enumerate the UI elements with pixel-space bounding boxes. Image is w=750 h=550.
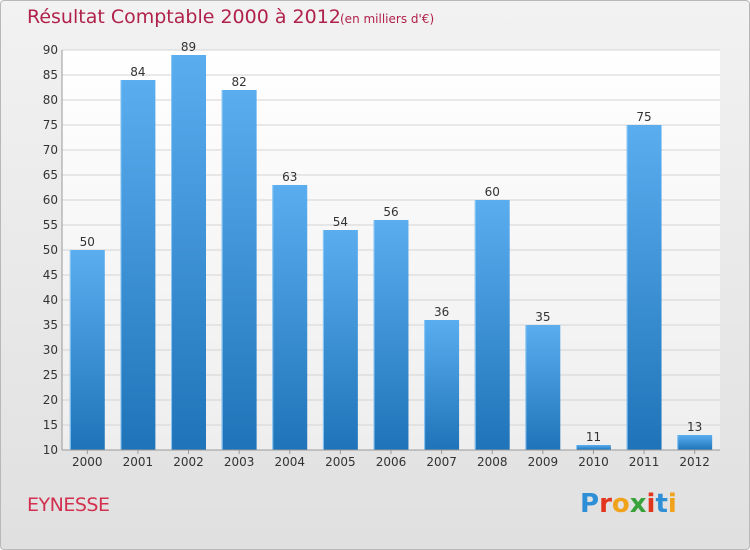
bar	[575, 445, 611, 450]
y-tick-label: 10	[43, 443, 58, 457]
data-label: 56	[383, 205, 398, 219]
y-tick-label: 50	[43, 243, 58, 257]
y-tick-label: 65	[43, 168, 58, 182]
x-tick-label: 2010	[578, 455, 609, 469]
data-label: 75	[636, 110, 651, 124]
bar	[424, 320, 460, 450]
logo-letter: t	[655, 489, 668, 519]
bar	[525, 325, 561, 450]
x-tick-label: 2002	[173, 455, 204, 469]
bar	[474, 200, 510, 450]
data-label: 60	[485, 185, 500, 199]
x-tick-label: 2001	[123, 455, 154, 469]
data-label: 11	[586, 430, 601, 444]
x-tick-label: 2012	[679, 455, 710, 469]
x-tick-label: 2004	[274, 455, 305, 469]
logo-letter: o	[611, 489, 630, 519]
logo-letter: i	[646, 489, 656, 519]
logo-letter: P	[580, 489, 600, 519]
bar	[69, 250, 105, 450]
bar	[272, 185, 308, 450]
data-label: 35	[535, 310, 550, 324]
data-label: 50	[80, 235, 95, 249]
bar	[677, 435, 713, 450]
bar	[120, 80, 156, 450]
y-tick-label: 60	[43, 193, 58, 207]
x-tick-label: 2005	[325, 455, 356, 469]
y-tick-label: 15	[43, 418, 58, 432]
y-tick-label: 35	[43, 318, 58, 332]
data-label: 13	[687, 420, 702, 434]
y-tick-label: 45	[43, 268, 58, 282]
bar	[626, 125, 662, 450]
data-label: 84	[130, 65, 145, 79]
data-label: 36	[434, 305, 449, 319]
bar	[171, 55, 207, 450]
y-tick-label: 30	[43, 343, 58, 357]
y-tick-label: 75	[43, 118, 58, 132]
y-tick-label: 80	[43, 93, 58, 107]
proxiti-logo: Proxiti	[580, 489, 677, 519]
x-tick-label: 2009	[528, 455, 559, 469]
logo-letter: x	[629, 489, 647, 519]
y-tick-label: 55	[43, 218, 58, 232]
x-tick-label: 2008	[477, 455, 508, 469]
data-label: 89	[181, 40, 196, 54]
chart-subtitle: (en milliers d'€)	[340, 12, 435, 26]
data-label: 54	[333, 215, 348, 229]
bar	[221, 90, 257, 450]
x-tick-label: 2003	[224, 455, 255, 469]
chart-title: Résultat Comptable 2000 à 2012	[27, 6, 341, 28]
data-label: 63	[282, 170, 297, 184]
y-tick-label: 40	[43, 293, 58, 307]
bar	[322, 230, 358, 450]
y-tick-label: 20	[43, 393, 58, 407]
commune-name: EYNESSE	[27, 494, 110, 516]
y-tick-label: 25	[43, 368, 58, 382]
x-tick-label: 2000	[72, 455, 103, 469]
x-tick-label: 2011	[629, 455, 660, 469]
logo-letter: r	[599, 489, 612, 519]
y-tick-label: 85	[43, 68, 58, 82]
logo-letter: i	[667, 489, 677, 519]
data-label: 82	[232, 75, 247, 89]
y-tick-label: 90	[43, 43, 58, 57]
x-tick-label: 2007	[426, 455, 457, 469]
y-tick-label: 70	[43, 143, 58, 157]
bar	[373, 220, 409, 450]
x-tick-label: 2006	[376, 455, 407, 469]
